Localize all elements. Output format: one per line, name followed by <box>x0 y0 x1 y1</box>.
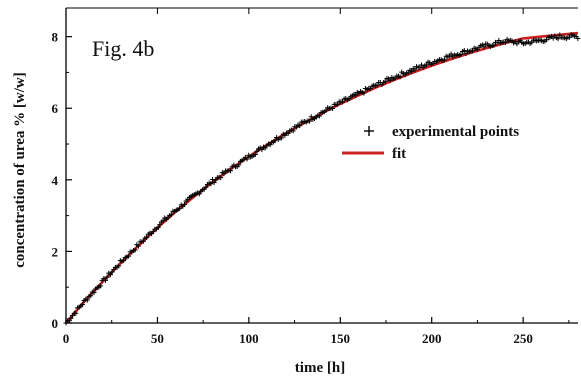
experimental-point <box>218 175 224 181</box>
experimental-point <box>567 34 573 40</box>
experimental-point <box>259 147 265 153</box>
experimental-point <box>339 99 345 105</box>
experimental-point <box>98 283 104 289</box>
y-tick-label: 2 <box>52 244 59 259</box>
y-tick-label: 4 <box>52 173 59 188</box>
experimental-point <box>290 128 296 134</box>
experimental-point <box>68 315 74 321</box>
experimental-point <box>208 181 214 187</box>
experimental-point <box>481 44 487 50</box>
experimental-point <box>442 57 448 63</box>
legend: experimental points fit <box>342 124 519 162</box>
experimental-point <box>244 156 250 162</box>
experimental-point <box>544 37 550 43</box>
experimental-point <box>405 70 411 76</box>
experimental-point <box>335 101 341 107</box>
experimental-point <box>397 74 403 80</box>
experimental-point <box>272 138 278 144</box>
experimental-points-series <box>63 32 581 326</box>
experimental-point <box>160 218 166 224</box>
experimental-point <box>308 114 314 120</box>
x-tick-label: 200 <box>422 331 442 346</box>
fit-series <box>65 31 579 324</box>
experimental-point <box>252 151 258 157</box>
experimental-point <box>135 243 141 249</box>
experimental-point <box>491 42 497 48</box>
experimental-point <box>177 205 183 211</box>
x-tick-label: 100 <box>239 331 259 346</box>
experimental-point <box>409 68 415 74</box>
experimental-point <box>155 225 161 231</box>
experimental-point <box>79 302 85 308</box>
experimental-point <box>203 184 209 190</box>
experimental-point <box>236 162 242 168</box>
experimental-point <box>423 62 429 68</box>
figure-label: Fig. 4b <box>92 36 154 61</box>
experimental-point <box>330 106 336 112</box>
experimental-point <box>157 222 163 228</box>
y-tick-label: 8 <box>52 30 59 45</box>
legend-label-experimental-points: experimental points <box>392 124 519 140</box>
experimental-point <box>132 247 138 253</box>
x-tick-label: 150 <box>331 331 351 346</box>
experimental-point <box>121 258 127 264</box>
experimental-point <box>307 118 313 124</box>
experimental-point <box>279 135 285 141</box>
experimental-point <box>448 51 454 57</box>
experimental-point <box>555 36 561 42</box>
experimental-point <box>285 130 291 136</box>
experimental-point <box>168 211 174 217</box>
experimental-point <box>502 39 508 45</box>
experimental-point <box>150 229 156 235</box>
experimental-point <box>102 277 108 283</box>
experimental-point <box>126 253 132 259</box>
experimental-point <box>316 113 322 119</box>
x-tick-label: 50 <box>151 331 164 346</box>
experimental-point <box>297 123 303 129</box>
experimental-point <box>463 51 469 57</box>
y-axis-label: concentration of urea % [w/w] <box>12 72 28 268</box>
experimental-point <box>84 297 90 303</box>
x-tick-label: 250 <box>513 331 533 346</box>
experimental-point <box>144 234 150 240</box>
experimental-point <box>496 37 502 43</box>
experimental-point <box>458 52 464 58</box>
experimental-point <box>181 201 187 207</box>
experimental-point <box>211 179 217 185</box>
fit-line <box>65 31 579 324</box>
y-tick-label: 0 <box>52 316 59 331</box>
y-tick-label: 6 <box>52 101 59 116</box>
experimental-point <box>104 274 110 280</box>
experimental-point <box>196 191 202 197</box>
x-axis-label: time [h] <box>295 360 345 376</box>
experimental-point <box>575 36 581 42</box>
experimental-point <box>412 67 418 73</box>
experimental-point <box>107 272 113 278</box>
experimental-point <box>91 290 97 296</box>
experimental-point <box>88 293 94 299</box>
axis-ticks: 0 50 100 150 200 250 0 2 4 6 8 <box>52 8 570 346</box>
experimental-point <box>469 48 475 54</box>
experimental-point <box>382 78 388 84</box>
experimental-point <box>361 90 367 96</box>
experimental-point <box>353 92 359 98</box>
x-tick-label: 0 <box>63 331 70 346</box>
experimental-point <box>140 238 146 244</box>
experimental-point <box>374 82 380 88</box>
experimental-point <box>228 168 234 174</box>
experimental-point <box>116 263 122 269</box>
experimental-point <box>73 310 79 316</box>
experimental-point <box>387 77 393 83</box>
plot-axes <box>65 7 578 324</box>
experimental-point <box>221 171 227 177</box>
legend-label-fit: fit <box>392 146 406 162</box>
